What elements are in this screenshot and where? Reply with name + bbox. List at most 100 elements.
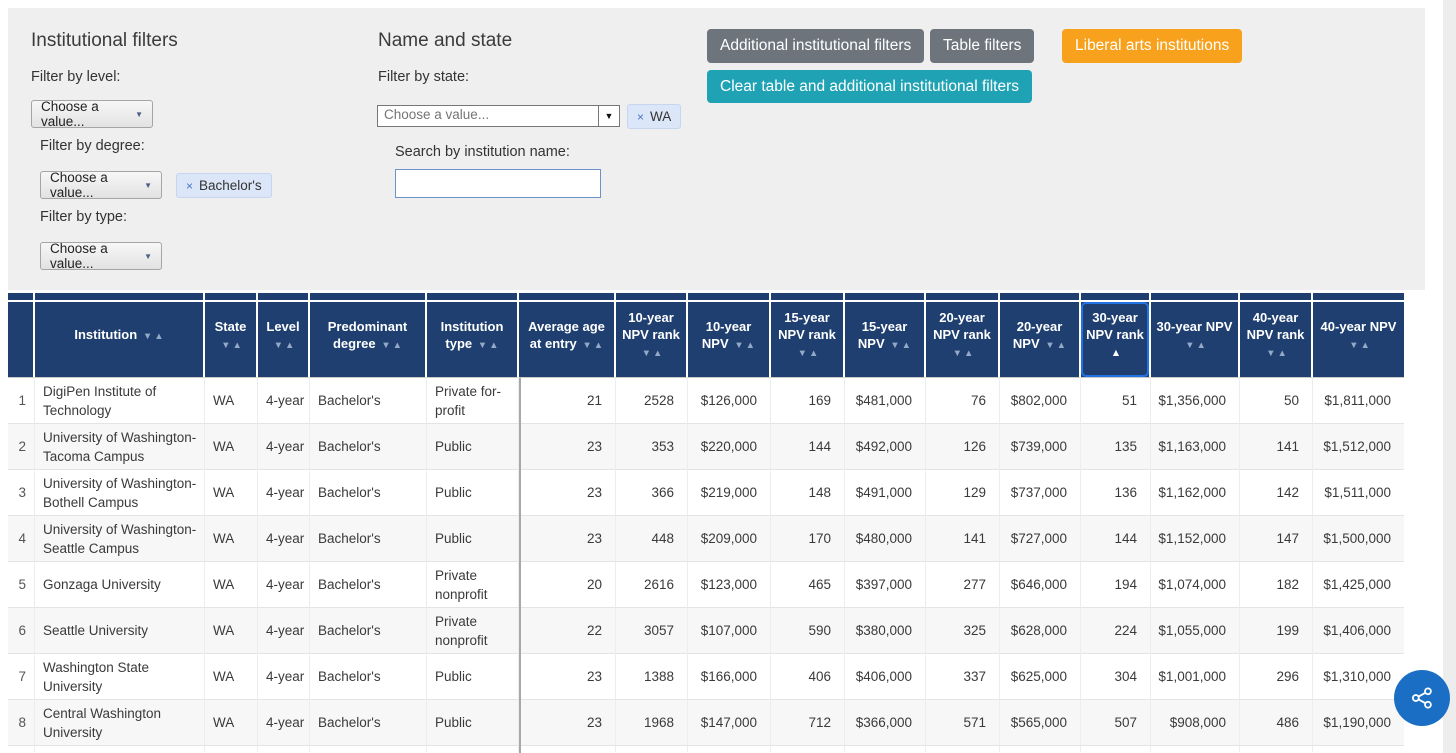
- column-header-20-year-npv-rank[interactable]: 20-year NPV rank ▼ ▲: [926, 293, 1000, 378]
- column-header-15-year-npv[interactable]: 15-year NPV ▼ ▲: [845, 293, 926, 378]
- cell-15-year-npv-rank: 712: [771, 700, 845, 746]
- cell-10-year-npv: $220,000: [688, 424, 771, 470]
- degree-filter-chip[interactable]: × Bachelor's: [176, 173, 272, 198]
- state-chip-label: WA: [650, 109, 672, 124]
- remove-icon[interactable]: ×: [637, 109, 645, 124]
- cell-state: [205, 746, 258, 752]
- column-header-40-year-npv-rank[interactable]: 40-year NPV rank ▼ ▲: [1240, 293, 1313, 378]
- cell-predominant-degree: Bachelor's: [310, 654, 427, 700]
- cell-average-age-at-entry: 23: [519, 516, 616, 562]
- cell-40-year-npv: $1,811,000: [1313, 378, 1404, 424]
- liberal-arts-institutions-button[interactable]: Liberal arts institutions: [1062, 29, 1243, 63]
- cell-40-year-npv-rank: 142: [1240, 470, 1313, 516]
- column-header-10-year-npv[interactable]: 10-year NPV ▼ ▲: [688, 293, 771, 378]
- filter-by-type-label: Filter by type:: [40, 209, 128, 225]
- additional-institutional-filters-button[interactable]: Additional institutional filters: [707, 29, 925, 63]
- column-header-state[interactable]: State ▼ ▲: [205, 293, 258, 378]
- cell-40-year-npv-rank: [1240, 746, 1313, 752]
- cell-20-year-npv-rank: 325: [926, 608, 1000, 654]
- column-header-30-year-npv-rank[interactable]: 30-year NPV rank ▲: [1081, 293, 1151, 378]
- cell-40-year-npv-rank: 199: [1240, 608, 1313, 654]
- level-dropdown[interactable]: Choose a value... ▼: [31, 99, 153, 129]
- cell-institution-type: Private nonprofit: [427, 562, 519, 608]
- table-row: 6 Seattle University WA 4-year Bachelor's Pri…: [8, 608, 1404, 654]
- sort-arrows-icon: ▼ ▲: [1349, 339, 1370, 351]
- cell-institution-type: Private nonprofit: [427, 608, 519, 654]
- type-dropdown[interactable]: Choose a value... ▼: [40, 241, 162, 271]
- cell-30-year-npv-rank: 136: [1081, 470, 1151, 516]
- cell-predominant-degree: Bachelor's: [310, 608, 427, 654]
- column-header-10-year-npv-rank[interactable]: 10-year NPV rank ▼ ▲: [616, 293, 688, 378]
- cell-15-year-npv: $397,000: [845, 562, 926, 608]
- cell-average-age-at-entry: 23: [519, 654, 616, 700]
- cell-institution-type: Public: [427, 700, 519, 746]
- cell-row-number: 1: [8, 378, 35, 424]
- filter-by-state-label: Filter by state:: [378, 69, 470, 85]
- cell-level: 4-year: [258, 470, 310, 516]
- cell-institution: University of Washington-Seattle Campus: [35, 516, 205, 562]
- state-filter-chip[interactable]: × WA: [627, 104, 682, 129]
- cell-40-year-npv: $1,512,000: [1313, 424, 1404, 470]
- cell-15-year-npv-rank: 590: [771, 608, 845, 654]
- table-header-row: Institution ▼ ▲ State ▼ ▲ Level ▼ ▲ Predominan…: [8, 293, 1404, 378]
- table-row: 8 Central Washington University WA 4-year Ba…: [8, 700, 1404, 746]
- sort-arrows-icon: ▼ ▲: [273, 339, 295, 351]
- cell-20-year-npv: $727,000: [1000, 516, 1081, 562]
- share-button[interactable]: [1394, 670, 1450, 726]
- cell-average-age-at-entry: 21: [519, 378, 616, 424]
- table-filters-button[interactable]: Table filters: [930, 29, 1035, 63]
- cell-row-number: 7: [8, 654, 35, 700]
- cell-10-year-npv-rank: [616, 746, 688, 752]
- search-input[interactable]: [395, 169, 601, 198]
- sort-arrows-icon: ▼ ▲: [1185, 339, 1206, 351]
- cell-15-year-npv: $480,000: [845, 516, 926, 562]
- cell-average-age-at-entry: 23: [519, 700, 616, 746]
- cell-10-year-npv-rank: 448: [616, 516, 688, 562]
- sort-arrows-icon: ▼ ▲: [221, 339, 242, 351]
- cell-institution-type: [427, 746, 519, 752]
- column-header-15-year-npv-rank[interactable]: 15-year NPV rank ▼ ▲: [771, 293, 845, 378]
- cell-average-age-at-entry: 20: [519, 562, 616, 608]
- degree-dropdown[interactable]: Choose a value... ▼: [40, 170, 162, 200]
- cell-20-year-npv-rank: 126: [926, 424, 1000, 470]
- sort-arrows-icon: ▼ ▲: [582, 339, 604, 351]
- vertical-scrollbar[interactable]: [1443, 0, 1456, 753]
- institutional-filters-title: Institutional filters: [31, 30, 178, 51]
- table-row: 2 University of Washington-Tacoma Campus W…: [8, 424, 1404, 470]
- remove-icon[interactable]: ×: [186, 178, 194, 193]
- sort-arrows-icon: ▼ ▲: [381, 339, 403, 351]
- cell-institution-type: Public: [427, 424, 519, 470]
- column-header-average-age-at-entry[interactable]: Average age at entry ▼ ▲: [519, 293, 616, 378]
- sort-arrows-icon: ▼ ▲: [952, 348, 974, 360]
- cell-15-year-npv: [845, 746, 926, 752]
- cell-40-year-npv-rank: 296: [1240, 654, 1313, 700]
- cell-institution: Gonzaga University: [35, 562, 205, 608]
- column-header-predominant-degree[interactable]: Predominant degree ▼ ▲: [310, 293, 427, 378]
- cell-15-year-npv-rank: 169: [771, 378, 845, 424]
- column-header-institution-type[interactable]: Institution type ▼ ▲: [427, 293, 519, 378]
- cell-average-age-at-entry: 22: [519, 608, 616, 654]
- cell-10-year-npv: $219,000: [688, 470, 771, 516]
- column-header-level[interactable]: Level ▼ ▲: [258, 293, 310, 378]
- cell-15-year-npv: $380,000: [845, 608, 926, 654]
- column-header-20-year-npv[interactable]: 20-year NPV ▼ ▲: [1000, 293, 1081, 378]
- cell-15-year-npv-rank: 148: [771, 470, 845, 516]
- column-header-30-year-npv[interactable]: 30-year NPV ▼ ▲: [1151, 293, 1240, 378]
- clear-filters-button[interactable]: Clear table and additional institutional…: [707, 70, 1032, 103]
- cell-30-year-npv: $1,163,000: [1151, 424, 1240, 470]
- cell-40-year-npv-rank: 486: [1240, 700, 1313, 746]
- column-header-institution[interactable]: Institution ▼ ▲: [35, 293, 205, 378]
- cell-institution-type: Public: [427, 516, 519, 562]
- cell-average-age-at-entry: 23: [519, 424, 616, 470]
- cell-20-year-npv-rank: [926, 746, 1000, 752]
- table-row: 5 Gonzaga University WA 4-year Bachelor's Pri…: [8, 562, 1404, 608]
- sort-arrows-icon: ▼ ▲: [890, 339, 912, 351]
- column-header-40-year-npv[interactable]: 40-year NPV ▼ ▲: [1313, 293, 1404, 378]
- caret-down-icon[interactable]: ▼: [598, 106, 619, 126]
- sort-arrows-icon: ▼ ▲: [734, 339, 756, 351]
- cell-10-year-npv-rank: 3057: [616, 608, 688, 654]
- cell-20-year-npv-rank: 141: [926, 516, 1000, 562]
- cell-average-age-at-entry: 23: [519, 470, 616, 516]
- state-combobox[interactable]: Choose a value... ▼: [377, 105, 620, 127]
- cell-10-year-npv-rank: 366: [616, 470, 688, 516]
